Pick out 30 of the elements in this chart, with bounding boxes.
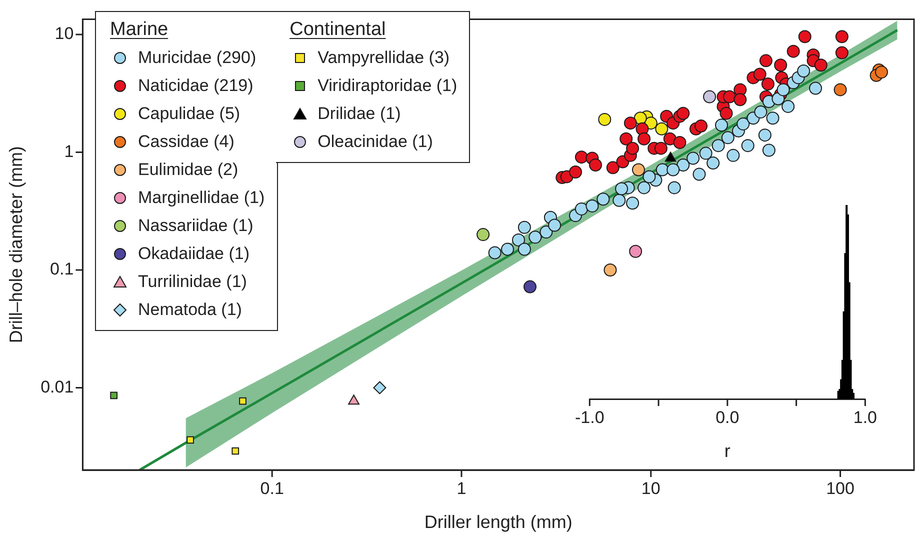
legend-label: Cassidae (4) — [138, 131, 234, 153]
y-tick-label: 0.01 — [40, 377, 74, 396]
legend-label: Turrilinidae (1) — [138, 271, 247, 293]
legend-label: Viridiraptoridae (1) — [318, 75, 458, 97]
legend-label: Nematoda (1) — [138, 299, 242, 321]
legend-label: Eulimidae (2) — [138, 159, 238, 181]
y-tick-label: 1 — [64, 142, 74, 161]
annotation: Continental — [290, 18, 387, 42]
x-tick-label: 1 — [456, 478, 466, 498]
legend-label: Muricidae (290) — [138, 47, 256, 69]
legend-label: Oleacinidae (1) — [318, 131, 433, 153]
legend-label: Marginellidae (1) — [138, 187, 265, 209]
x-tick-label: -1.0 — [575, 408, 604, 427]
x-axis-title: r — [724, 441, 730, 462]
legend-label: Naticidae (219) — [138, 75, 254, 97]
y-axis-title: Drill–hole diameter (mm) — [6, 146, 26, 344]
y-tick-label: 0.1 — [50, 260, 74, 279]
annotation: Marine — [110, 18, 170, 42]
legend-label: Okadaiidae (1) — [138, 243, 250, 265]
legend-label: Nassariidae (1) — [138, 215, 254, 237]
legend-label: Vampyrellidae (3) — [318, 47, 450, 69]
x-axis-title: Driller length (mm) — [424, 512, 572, 532]
x-tick-label: 0.1 — [260, 478, 284, 498]
y-tick-label: 10 — [54, 24, 74, 44]
x-tick-label: 0.0 — [716, 408, 740, 427]
legend-label: Drilidae (1) — [318, 103, 401, 125]
x-tick-label: 10 — [641, 478, 660, 498]
legend-label: Capulidae (5) — [138, 103, 240, 125]
x-tick-label: 1.0 — [853, 408, 878, 427]
x-tick-label: 100 — [826, 478, 854, 498]
